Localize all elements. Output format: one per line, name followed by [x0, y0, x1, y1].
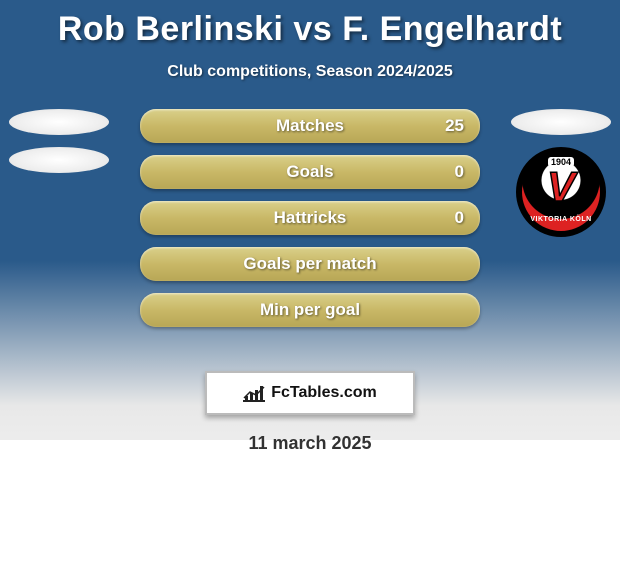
viktoria-koln-logo-icon: 1904 V VIKTORIA KÖLN: [516, 147, 606, 237]
stat-bar-goals-per-match: Goals per match: [140, 247, 480, 281]
placeholder-logo-icon: [9, 147, 109, 173]
page-title: Rob Berlinski vs F. Engelhardt: [0, 0, 620, 49]
date-label: 11 march 2025: [0, 433, 620, 454]
stat-bar-hattricks: Hattricks 0: [140, 201, 480, 235]
club-name: VIKTORIA KÖLN: [530, 216, 591, 223]
stat-value-right: 0: [455, 208, 464, 228]
right-logo-column: 1904 V VIKTORIA KÖLN: [506, 109, 616, 237]
content-area: 1904 V VIKTORIA KÖLN Matches 25 Goals 0 …: [0, 109, 620, 489]
stat-value-right: 25: [445, 116, 464, 136]
chart-icon: [243, 384, 265, 402]
brand-text: FcTables.com: [271, 384, 377, 402]
stat-label: Hattricks: [274, 208, 347, 228]
stat-bar-goals: Goals 0: [140, 155, 480, 189]
stat-label: Goals: [286, 162, 333, 182]
stat-label: Matches: [276, 116, 344, 136]
chart-icon-line: [243, 386, 265, 400]
placeholder-logo-icon: [511, 109, 611, 135]
stat-bars: Matches 25 Goals 0 Hattricks 0 Goals per…: [140, 109, 480, 327]
club-letter: V: [547, 163, 575, 211]
left-logo-column: [4, 109, 114, 173]
placeholder-logo-icon: [9, 109, 109, 135]
stat-bar-min-per-goal: Min per goal: [140, 293, 480, 327]
page-subtitle: Club competitions, Season 2024/2025: [0, 63, 620, 81]
stat-label: Min per goal: [260, 300, 360, 320]
stat-label: Goals per match: [243, 254, 376, 274]
stat-value-right: 0: [455, 162, 464, 182]
stat-bar-matches: Matches 25: [140, 109, 480, 143]
brand-badge: FcTables.com: [205, 371, 415, 415]
